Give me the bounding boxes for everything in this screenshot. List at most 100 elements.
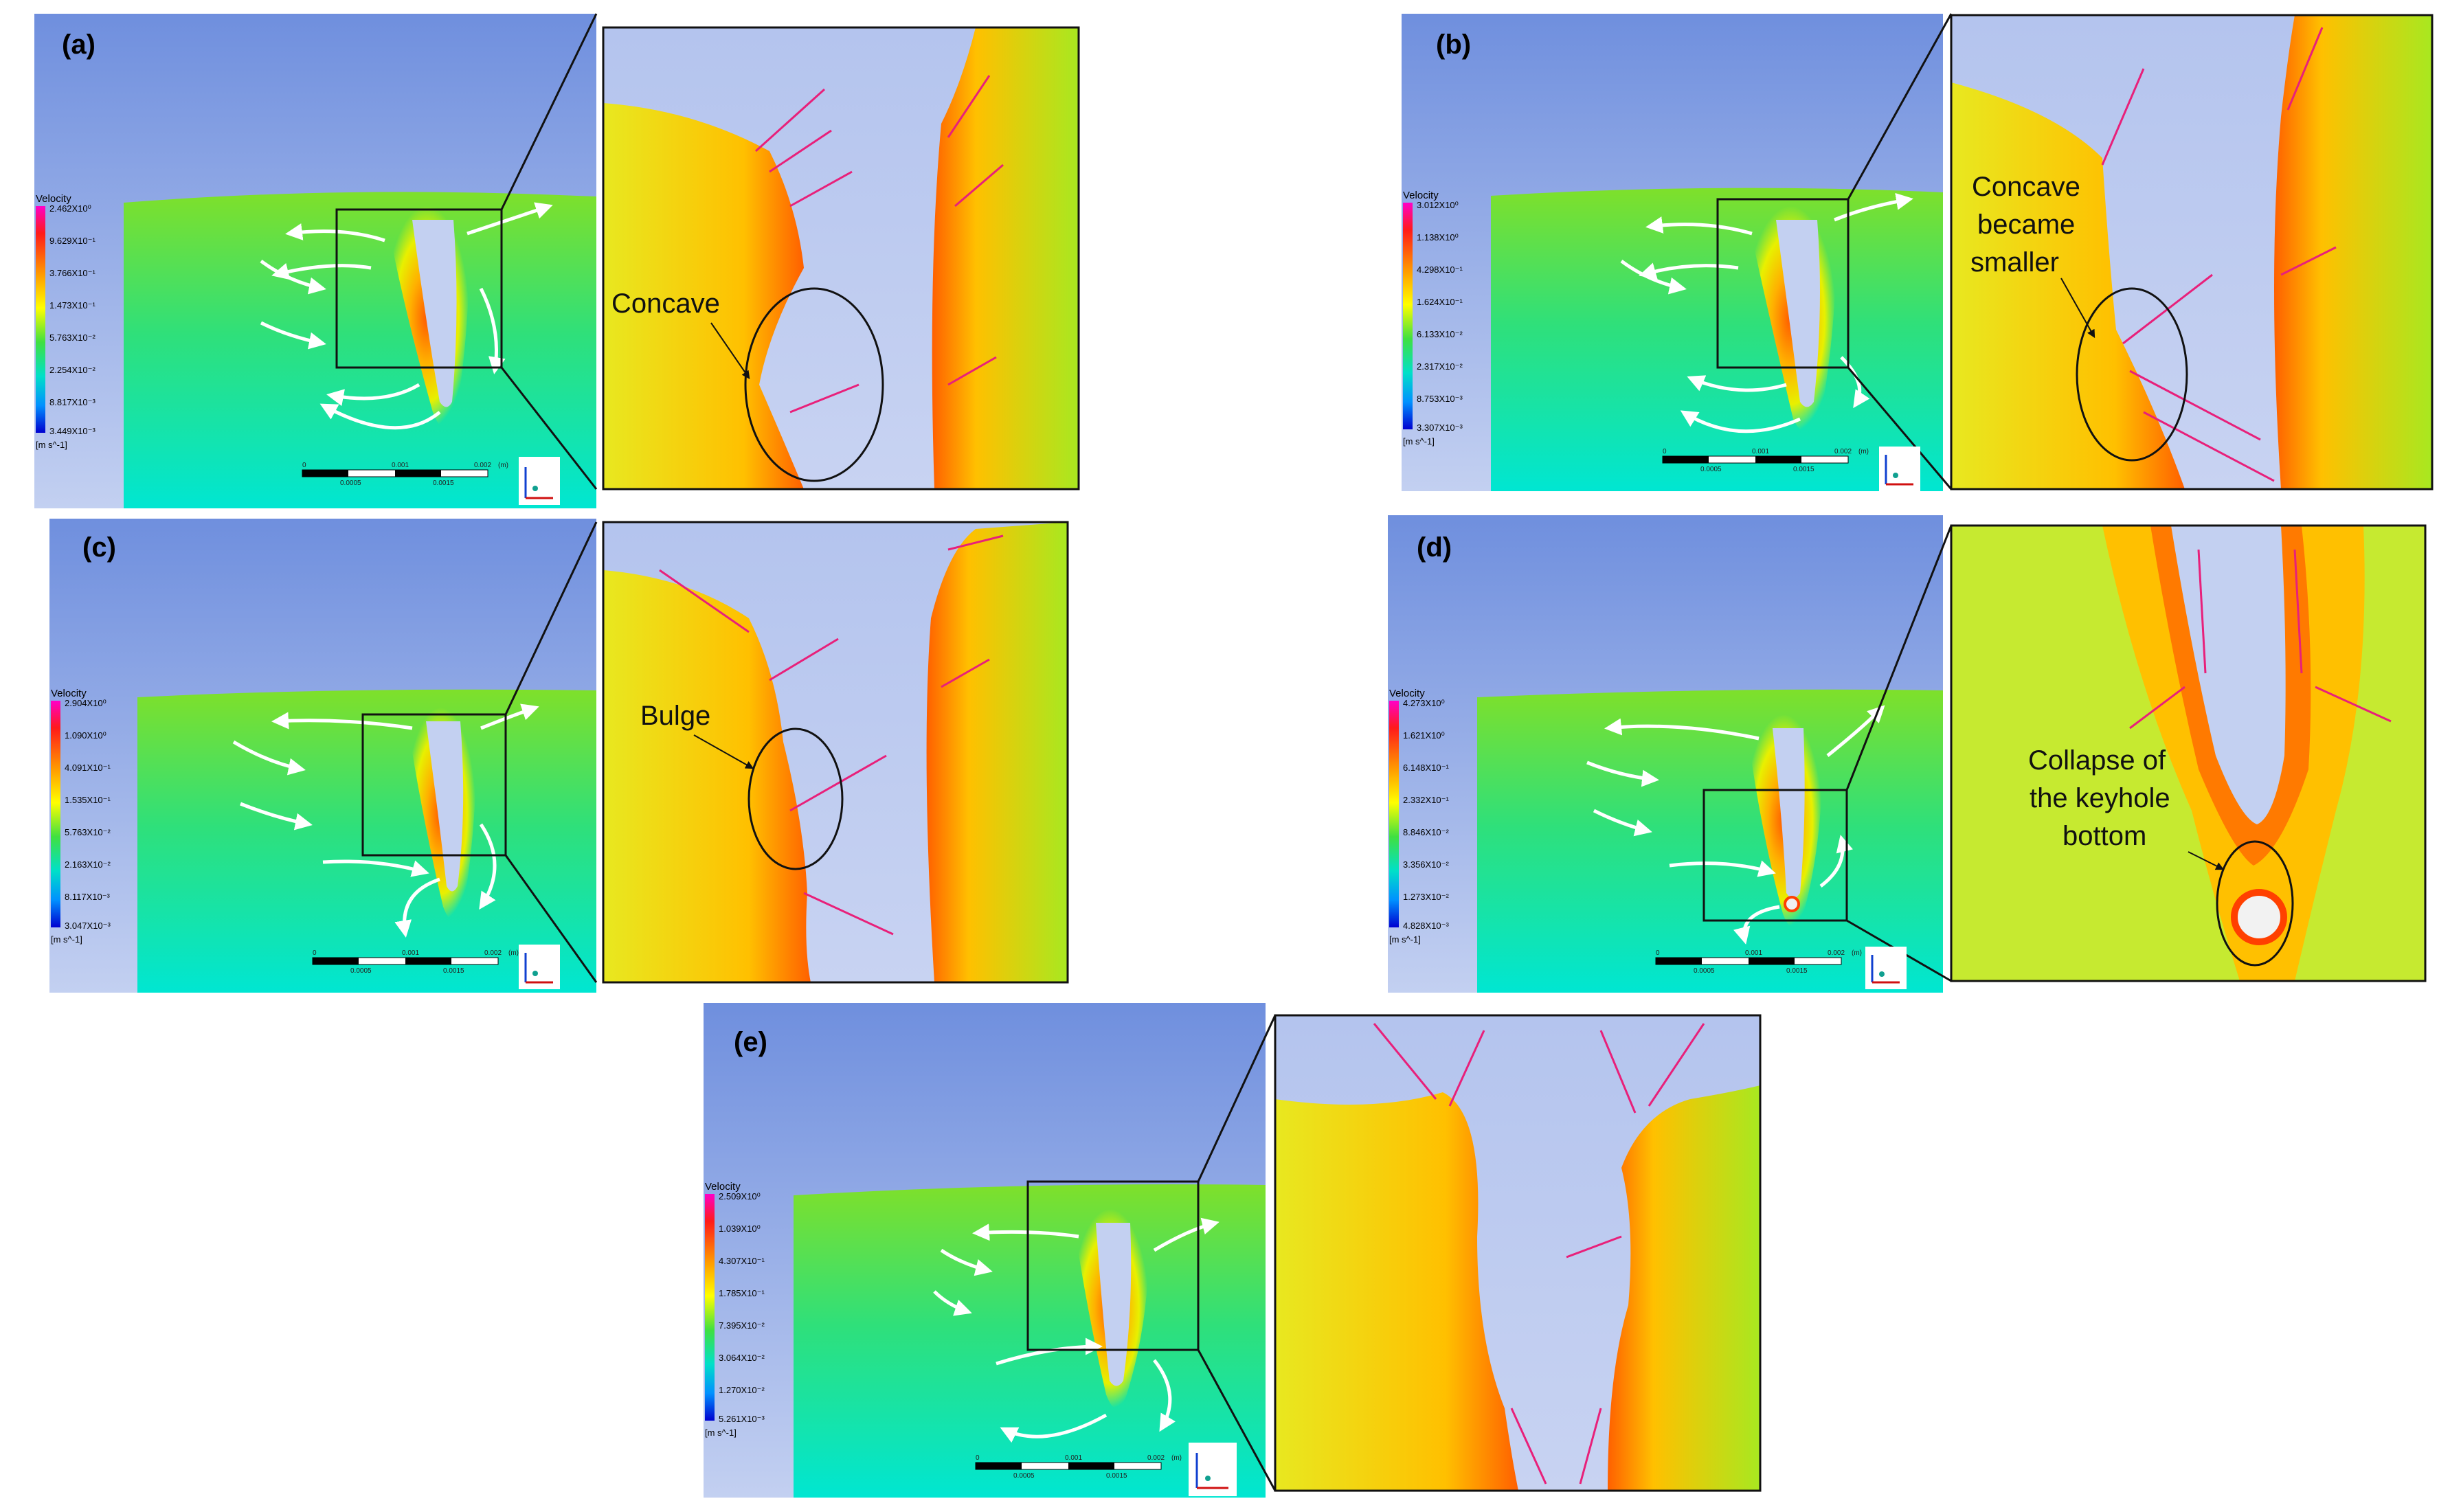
svg-text:1.621X10⁰: 1.621X10⁰ bbox=[1403, 730, 1445, 741]
svg-text:0.002: 0.002 bbox=[1828, 949, 1845, 957]
svg-text:1.039X10⁰: 1.039X10⁰ bbox=[719, 1223, 761, 1234]
svg-text:0: 0 bbox=[313, 949, 317, 957]
panel-c-zoom-box bbox=[361, 713, 507, 857]
svg-text:2.509X10⁰: 2.509X10⁰ bbox=[719, 1191, 761, 1201]
panel-c-zoom-vectors bbox=[659, 534, 1004, 936]
svg-text:0: 0 bbox=[1656, 949, 1660, 957]
panel-b-keyhole bbox=[1776, 220, 1820, 407]
svg-text:4.828X10⁻³: 4.828X10⁻³ bbox=[1403, 921, 1450, 931]
svg-text:5.763X10⁻²: 5.763X10⁻² bbox=[65, 827, 111, 837]
svg-text:(m): (m) bbox=[508, 949, 519, 957]
svg-text:0.0015: 0.0015 bbox=[1786, 967, 1808, 975]
panel-b-annotation-line1: Concave bbox=[1972, 172, 2080, 202]
svg-text:0.0005: 0.0005 bbox=[1013, 1472, 1035, 1480]
svg-text:Velocity: Velocity bbox=[705, 1181, 741, 1193]
panel-d-zoom-void bbox=[2231, 889, 2287, 945]
svg-text:3.307X10⁻³: 3.307X10⁻³ bbox=[1417, 422, 1463, 433]
svg-text:0.0005: 0.0005 bbox=[1700, 466, 1722, 473]
svg-text:6.133X10⁻²: 6.133X10⁻² bbox=[1417, 329, 1463, 339]
svg-text:1.473X10⁻¹: 1.473X10⁻¹ bbox=[49, 300, 96, 311]
svg-text:8.817X10⁻³: 8.817X10⁻³ bbox=[49, 397, 96, 407]
panel-b-axis-triad bbox=[1879, 447, 1920, 491]
svg-text:0.0005: 0.0005 bbox=[350, 967, 372, 975]
svg-text:1.624X10⁻¹: 1.624X10⁻¹ bbox=[1417, 297, 1463, 307]
panel-e-axis-triad bbox=[1189, 1443, 1237, 1496]
svg-text:3.449X10⁻³: 3.449X10⁻³ bbox=[49, 426, 96, 436]
svg-text:0.001: 0.001 bbox=[1745, 949, 1762, 957]
svg-text:1.090X10⁰: 1.090X10⁰ bbox=[65, 730, 106, 741]
panel-c-zoom: Bulge bbox=[602, 521, 1069, 984]
panel-a-melt-pool bbox=[124, 192, 596, 508]
panel-e-zoom-box bbox=[1026, 1180, 1200, 1351]
panel-e-keyhole bbox=[1096, 1223, 1132, 1386]
svg-text:4.273X10⁰: 4.273X10⁰ bbox=[1403, 698, 1445, 708]
panel-b-zoom: Concave became smaller bbox=[1950, 14, 2434, 490]
svg-text:Velocity: Velocity bbox=[51, 688, 87, 699]
svg-text:1.535X10⁻¹: 1.535X10⁻¹ bbox=[65, 795, 111, 805]
panel-a-zoom: Concave bbox=[602, 26, 1080, 490]
svg-text:0.0015: 0.0015 bbox=[433, 479, 454, 487]
svg-text:0.002: 0.002 bbox=[1834, 448, 1852, 455]
svg-text:3.356X10⁻²: 3.356X10⁻² bbox=[1403, 859, 1450, 870]
panel-c-melt-pool bbox=[137, 689, 596, 993]
panel-a-zoom-right-wall bbox=[932, 27, 1079, 489]
svg-text:2.462X10⁰: 2.462X10⁰ bbox=[49, 203, 91, 214]
panel-d-scale-bar: 0 0.001 0.002 (m) 0.0005 0.0015 bbox=[1655, 949, 1862, 975]
panel-c-annotation: Bulge bbox=[640, 701, 710, 731]
panel-a-keyhole bbox=[412, 220, 457, 407]
svg-text:(m): (m) bbox=[1171, 1454, 1182, 1462]
panel-a-axis-triad bbox=[519, 457, 560, 505]
panel-e-label: (e) bbox=[734, 1027, 767, 1057]
svg-text:0.0015: 0.0015 bbox=[443, 967, 464, 975]
svg-text:0.002: 0.002 bbox=[474, 462, 491, 469]
panel-c-axis-triad bbox=[519, 945, 560, 989]
panel-a-legend: Velocity 2.462X10⁰ 9.629X10⁻¹ 3.766X10⁻¹… bbox=[36, 193, 96, 450]
panel-e-zoom bbox=[1274, 1014, 1762, 1492]
panel-a-zoom-vectors bbox=[754, 75, 1004, 414]
svg-text:0: 0 bbox=[976, 1454, 980, 1462]
panel-a-zoom-ellipse bbox=[744, 287, 884, 482]
svg-text:3.012X10⁰: 3.012X10⁰ bbox=[1417, 200, 1459, 210]
panel-c-legend: Velocity 2.904X10⁰ 1.090X10⁰ 4.091X10⁻¹ … bbox=[51, 688, 111, 945]
svg-text:[m s^-1]: [m s^-1] bbox=[36, 440, 67, 450]
panel-b-annotation-line3: smaller bbox=[1970, 247, 2059, 278]
svg-text:Velocity: Velocity bbox=[1403, 190, 1439, 201]
svg-text:8.753X10⁻³: 8.753X10⁻³ bbox=[1417, 394, 1463, 404]
svg-text:3.766X10⁻¹: 3.766X10⁻¹ bbox=[49, 268, 96, 278]
svg-text:4.298X10⁻¹: 4.298X10⁻¹ bbox=[1417, 264, 1463, 275]
panel-c-zoom-left-wall bbox=[603, 570, 811, 982]
svg-text:(m): (m) bbox=[1858, 448, 1869, 455]
panel-e: (e) Velocity 2.509X10⁰ 1.039X10⁰ 4.307X1… bbox=[704, 1003, 1762, 1498]
panel-d-legend: Velocity 4.273X10⁰ 1.621X10⁰ 6.148X10⁻¹ … bbox=[1389, 688, 1450, 945]
svg-text:1.273X10⁻²: 1.273X10⁻² bbox=[1403, 892, 1450, 902]
svg-text:6.148X10⁻¹: 6.148X10⁻¹ bbox=[1403, 763, 1450, 773]
panel-e-legend: Velocity 2.509X10⁰ 1.039X10⁰ 4.307X10⁻¹ … bbox=[705, 1181, 765, 1438]
panel-c-scale-bar: 0 0.001 0.002 (m) 0.0005 0.0015 bbox=[312, 949, 519, 975]
svg-text:5.763X10⁻²: 5.763X10⁻² bbox=[49, 332, 96, 343]
panel-d-zoom-box bbox=[1702, 789, 1848, 922]
svg-text:2.163X10⁻²: 2.163X10⁻² bbox=[65, 859, 111, 870]
panel-b-zoom-box bbox=[1716, 198, 1850, 369]
svg-text:0: 0 bbox=[1663, 448, 1667, 455]
panel-d-annotation-line2: the keyhole bbox=[2030, 783, 2170, 813]
panel-a-label: (a) bbox=[62, 30, 95, 60]
panel-c-flow-arrows bbox=[232, 703, 539, 938]
svg-text:(m): (m) bbox=[498, 462, 508, 469]
panel-a: (a) Velocity 2.462X10⁰ 9.629X10⁻¹ 3.766X… bbox=[34, 13, 1080, 508]
svg-text:4.307X10⁻¹: 4.307X10⁻¹ bbox=[719, 1256, 765, 1266]
svg-text:2.317X10⁻²: 2.317X10⁻² bbox=[1417, 361, 1463, 372]
panel-e-zoom-vectors bbox=[1373, 1023, 1705, 1485]
svg-text:3.064X10⁻²: 3.064X10⁻² bbox=[719, 1353, 765, 1363]
panel-a-flow-arrows bbox=[260, 202, 553, 430]
panel-d-annotation-line1: Collapse of bbox=[2028, 745, 2166, 776]
svg-text:[m s^-1]: [m s^-1] bbox=[1389, 934, 1421, 945]
svg-text:0.0015: 0.0015 bbox=[1106, 1472, 1127, 1480]
svg-text:1.270X10⁻²: 1.270X10⁻² bbox=[719, 1385, 765, 1395]
svg-text:[m s^-1]: [m s^-1] bbox=[705, 1428, 737, 1438]
svg-text:1.138X10⁰: 1.138X10⁰ bbox=[1417, 232, 1459, 242]
panel-b-zoom-left-wall bbox=[1951, 82, 2185, 489]
panel-c-label: (c) bbox=[82, 532, 116, 563]
panel-d-zoom-keyhole bbox=[2171, 526, 2286, 824]
panel-a-zoom-box bbox=[335, 208, 503, 369]
